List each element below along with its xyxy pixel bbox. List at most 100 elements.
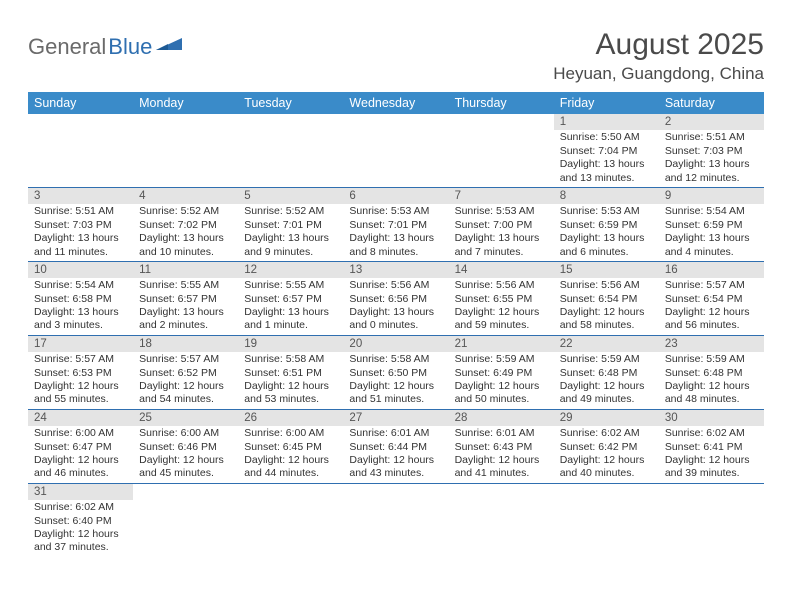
calendar-table: Sunday Monday Tuesday Wednesday Thursday…	[28, 92, 764, 557]
calendar-day-cell: 3Sunrise: 5:51 AMSunset: 7:03 PMDaylight…	[28, 187, 133, 261]
calendar-day-cell: 23Sunrise: 5:59 AMSunset: 6:48 PMDayligh…	[659, 335, 764, 409]
logo-text-blue: Blue	[108, 34, 152, 60]
day-number: 1	[554, 114, 659, 130]
calendar-day-cell: 17Sunrise: 5:57 AMSunset: 6:53 PMDayligh…	[28, 335, 133, 409]
title-block: August 2025 Heyuan, Guangdong, China	[553, 28, 764, 84]
day-number: 22	[554, 336, 659, 352]
day-number: 24	[28, 410, 133, 426]
day-number: 13	[343, 262, 448, 278]
day-details: Sunrise: 5:55 AMSunset: 6:57 PMDaylight:…	[238, 278, 343, 335]
day-details: Sunrise: 6:02 AMSunset: 6:41 PMDaylight:…	[659, 426, 764, 483]
day-details: Sunrise: 5:51 AMSunset: 7:03 PMDaylight:…	[28, 204, 133, 261]
day-number: 9	[659, 188, 764, 204]
day-details: Sunrise: 5:53 AMSunset: 6:59 PMDaylight:…	[554, 204, 659, 261]
calendar-day-cell	[449, 483, 554, 556]
calendar-day-cell	[238, 114, 343, 187]
calendar-week-row: 24Sunrise: 6:00 AMSunset: 6:47 PMDayligh…	[28, 409, 764, 483]
day-details: Sunrise: 5:54 AMSunset: 6:58 PMDaylight:…	[28, 278, 133, 335]
calendar-day-cell: 26Sunrise: 6:00 AMSunset: 6:45 PMDayligh…	[238, 409, 343, 483]
calendar-day-cell	[343, 483, 448, 556]
calendar-day-cell: 30Sunrise: 6:02 AMSunset: 6:41 PMDayligh…	[659, 409, 764, 483]
calendar-day-cell: 6Sunrise: 5:53 AMSunset: 7:01 PMDaylight…	[343, 187, 448, 261]
day-details: Sunrise: 5:56 AMSunset: 6:54 PMDaylight:…	[554, 278, 659, 335]
calendar-week-row: 3Sunrise: 5:51 AMSunset: 7:03 PMDaylight…	[28, 187, 764, 261]
day-details: Sunrise: 5:53 AMSunset: 7:01 PMDaylight:…	[343, 204, 448, 261]
calendar-day-cell: 18Sunrise: 5:57 AMSunset: 6:52 PMDayligh…	[133, 335, 238, 409]
weekday-header: Saturday	[659, 92, 764, 114]
day-number: 10	[28, 262, 133, 278]
day-details: Sunrise: 6:02 AMSunset: 6:40 PMDaylight:…	[28, 500, 133, 557]
day-details: Sunrise: 5:50 AMSunset: 7:04 PMDaylight:…	[554, 130, 659, 187]
calendar-day-cell: 14Sunrise: 5:56 AMSunset: 6:55 PMDayligh…	[449, 261, 554, 335]
calendar-day-cell	[133, 114, 238, 187]
day-details: Sunrise: 6:01 AMSunset: 6:43 PMDaylight:…	[449, 426, 554, 483]
day-number: 3	[28, 188, 133, 204]
day-details: Sunrise: 5:57 AMSunset: 6:54 PMDaylight:…	[659, 278, 764, 335]
day-number: 19	[238, 336, 343, 352]
calendar-day-cell: 21Sunrise: 5:59 AMSunset: 6:49 PMDayligh…	[449, 335, 554, 409]
day-details: Sunrise: 5:55 AMSunset: 6:57 PMDaylight:…	[133, 278, 238, 335]
day-number: 29	[554, 410, 659, 426]
calendar-day-cell: 7Sunrise: 5:53 AMSunset: 7:00 PMDaylight…	[449, 187, 554, 261]
logo: GeneralBlue	[28, 28, 182, 60]
calendar-day-cell: 10Sunrise: 5:54 AMSunset: 6:58 PMDayligh…	[28, 261, 133, 335]
day-details: Sunrise: 5:53 AMSunset: 7:00 PMDaylight:…	[449, 204, 554, 261]
calendar-page: GeneralBlue August 2025 Heyuan, Guangdon…	[0, 0, 792, 557]
calendar-day-cell: 29Sunrise: 6:02 AMSunset: 6:42 PMDayligh…	[554, 409, 659, 483]
calendar-day-cell: 27Sunrise: 6:01 AMSunset: 6:44 PMDayligh…	[343, 409, 448, 483]
calendar-day-cell	[238, 483, 343, 556]
calendar-day-cell	[28, 114, 133, 187]
calendar-day-cell	[554, 483, 659, 556]
weekday-header: Monday	[133, 92, 238, 114]
calendar-day-cell: 15Sunrise: 5:56 AMSunset: 6:54 PMDayligh…	[554, 261, 659, 335]
weekday-header: Wednesday	[343, 92, 448, 114]
day-number: 6	[343, 188, 448, 204]
calendar-day-cell: 13Sunrise: 5:56 AMSunset: 6:56 PMDayligh…	[343, 261, 448, 335]
day-details: Sunrise: 5:58 AMSunset: 6:50 PMDaylight:…	[343, 352, 448, 409]
calendar-day-cell: 4Sunrise: 5:52 AMSunset: 7:02 PMDaylight…	[133, 187, 238, 261]
day-details: Sunrise: 5:51 AMSunset: 7:03 PMDaylight:…	[659, 130, 764, 187]
day-number: 31	[28, 484, 133, 500]
day-number: 17	[28, 336, 133, 352]
day-number: 8	[554, 188, 659, 204]
day-number: 30	[659, 410, 764, 426]
calendar-day-cell: 24Sunrise: 6:00 AMSunset: 6:47 PMDayligh…	[28, 409, 133, 483]
calendar-day-cell	[659, 483, 764, 556]
weekday-header: Sunday	[28, 92, 133, 114]
calendar-week-row: 1Sunrise: 5:50 AMSunset: 7:04 PMDaylight…	[28, 114, 764, 187]
calendar-day-cell: 2Sunrise: 5:51 AMSunset: 7:03 PMDaylight…	[659, 114, 764, 187]
flag-icon	[156, 34, 182, 60]
day-number: 7	[449, 188, 554, 204]
calendar-week-row: 31Sunrise: 6:02 AMSunset: 6:40 PMDayligh…	[28, 483, 764, 556]
calendar-day-cell: 9Sunrise: 5:54 AMSunset: 6:59 PMDaylight…	[659, 187, 764, 261]
day-number: 11	[133, 262, 238, 278]
day-number: 26	[238, 410, 343, 426]
calendar-day-cell	[133, 483, 238, 556]
calendar-day-cell: 5Sunrise: 5:52 AMSunset: 7:01 PMDaylight…	[238, 187, 343, 261]
day-number: 4	[133, 188, 238, 204]
day-number: 16	[659, 262, 764, 278]
day-details: Sunrise: 6:01 AMSunset: 6:44 PMDaylight:…	[343, 426, 448, 483]
day-details: Sunrise: 5:56 AMSunset: 6:56 PMDaylight:…	[343, 278, 448, 335]
day-details: Sunrise: 5:57 AMSunset: 6:53 PMDaylight:…	[28, 352, 133, 409]
day-details: Sunrise: 6:02 AMSunset: 6:42 PMDaylight:…	[554, 426, 659, 483]
calendar-week-row: 17Sunrise: 5:57 AMSunset: 6:53 PMDayligh…	[28, 335, 764, 409]
calendar-day-cell: 16Sunrise: 5:57 AMSunset: 6:54 PMDayligh…	[659, 261, 764, 335]
calendar-day-cell: 12Sunrise: 5:55 AMSunset: 6:57 PMDayligh…	[238, 261, 343, 335]
calendar-day-cell: 25Sunrise: 6:00 AMSunset: 6:46 PMDayligh…	[133, 409, 238, 483]
day-number: 20	[343, 336, 448, 352]
day-details: Sunrise: 5:59 AMSunset: 6:49 PMDaylight:…	[449, 352, 554, 409]
day-details: Sunrise: 6:00 AMSunset: 6:46 PMDaylight:…	[133, 426, 238, 483]
day-details: Sunrise: 5:52 AMSunset: 7:02 PMDaylight:…	[133, 204, 238, 261]
weekday-header: Friday	[554, 92, 659, 114]
weekday-header-row: Sunday Monday Tuesday Wednesday Thursday…	[28, 92, 764, 114]
logo-text-general: General	[28, 34, 106, 60]
calendar-day-cell: 19Sunrise: 5:58 AMSunset: 6:51 PMDayligh…	[238, 335, 343, 409]
day-number: 27	[343, 410, 448, 426]
calendar-day-cell: 22Sunrise: 5:59 AMSunset: 6:48 PMDayligh…	[554, 335, 659, 409]
day-details: Sunrise: 5:56 AMSunset: 6:55 PMDaylight:…	[449, 278, 554, 335]
page-header: GeneralBlue August 2025 Heyuan, Guangdon…	[28, 28, 764, 84]
calendar-day-cell	[449, 114, 554, 187]
day-number: 23	[659, 336, 764, 352]
calendar-day-cell: 1Sunrise: 5:50 AMSunset: 7:04 PMDaylight…	[554, 114, 659, 187]
